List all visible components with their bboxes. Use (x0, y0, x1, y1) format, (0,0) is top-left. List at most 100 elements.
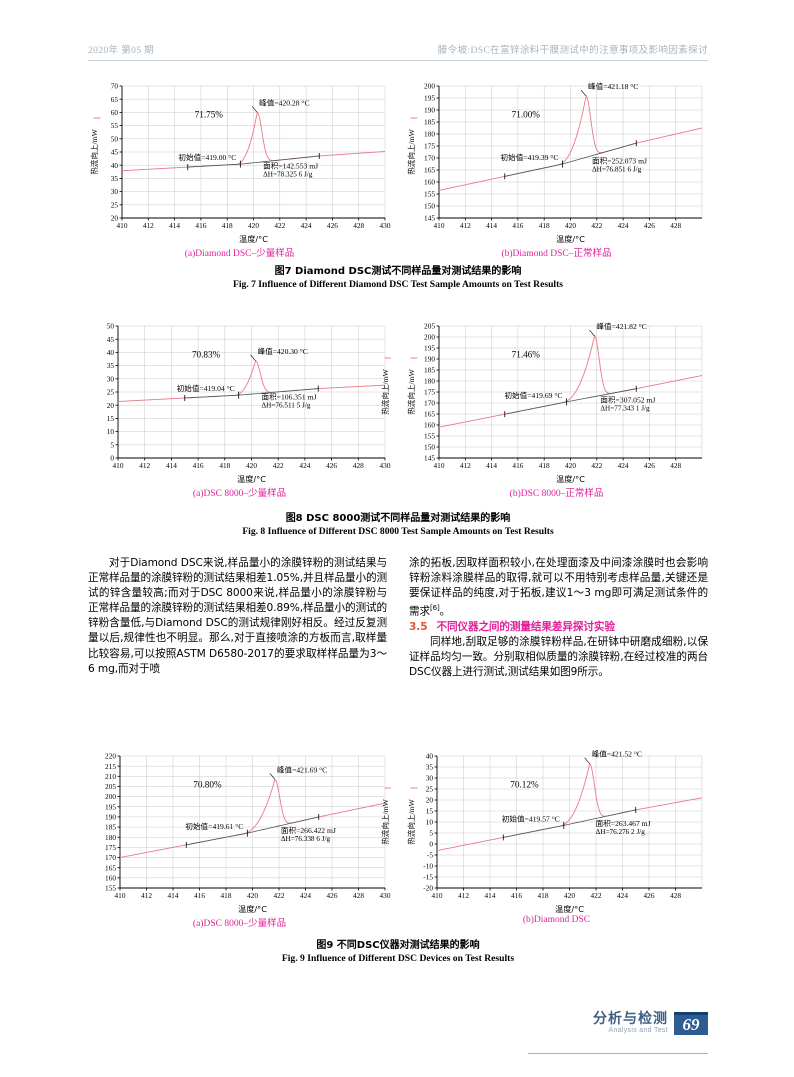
figure-8b-cell: 410 412 414 416 418 420 422 424 426 428 145 150 155 1… (405, 316, 708, 499)
svg-text:430: 430 (380, 891, 391, 900)
svg-text:40: 40 (426, 752, 434, 761)
running-head-right: 滕令坡:DSC在富锌涂料干膜测试中的注意事项及影响因素探讨 (437, 46, 708, 56)
svg-text:面积=263.467 mJ: 面积=263.467 mJ (596, 818, 651, 828)
svg-text:428: 428 (353, 891, 364, 900)
svg-text:25: 25 (426, 785, 434, 794)
svg-text:414: 414 (486, 221, 497, 230)
svg-text:185: 185 (424, 366, 435, 375)
svg-text:422: 422 (274, 221, 285, 230)
figure-9a-cell: 410 412 414 416 418 420 422 424 426 428 430 155 160 1… (88, 746, 391, 929)
figure-7b-subcaption: (b)Diamond DSC–正常样品 (501, 249, 612, 259)
svg-text:ΔH=76.338 6 J/g: ΔH=76.338 6 J/g (281, 835, 331, 843)
svg-text:205: 205 (424, 322, 435, 331)
svg-text:170: 170 (424, 399, 435, 408)
chart-fig7b: 410 412 414 416 418 420 422 424 426 428 145 150 155 1… (405, 76, 708, 244)
svg-text:420: 420 (565, 461, 576, 470)
svg-text:422: 422 (273, 461, 284, 470)
chart-fig8b: 410 412 414 416 418 420 422 424 426 428 145 150 155 1… (405, 316, 708, 484)
paragraph-right-1: 涂的拓板,因取样面积较小,在处理面漆及中间漆涂膜时也会影响锌粉涂料涂膜样品的取得… (409, 556, 708, 620)
figure-7a-subcaption: (a)Diamond DSC–少量样品 (184, 249, 295, 259)
section-title: 不同仪器之间的测量结果差异探讨实验 (436, 620, 615, 633)
svg-text:165: 165 (105, 863, 116, 872)
svg-text:165: 165 (424, 410, 435, 419)
figure-8a-cell: 410 412 414 416 418 420 422 424 426 428 430 0 5 10 15 2… (88, 316, 391, 499)
figure-8b-subcaption: (b)DSC 8000–正常样品 (509, 489, 604, 499)
svg-text:220: 220 (105, 752, 116, 761)
figure-7b-cell: 410 412 414 416 418 420 422 424 426 428 145 150 155 1… (405, 76, 708, 259)
svg-text:424: 424 (618, 461, 629, 470)
figure-9b-cell: 410 412 414 416 418 420 422 424 426 428 -20 -15 -10 -… (405, 746, 708, 929)
svg-text:412: 412 (141, 891, 152, 900)
svg-text:10: 10 (107, 427, 115, 436)
svg-text:155: 155 (424, 432, 435, 441)
paragraph-right-2: 同样地,刮取足够的涂膜锌粉样品,在研钵中研磨成细粉,以保证样品均匀一致。分别取相… (409, 636, 708, 679)
svg-text:410: 410 (434, 221, 445, 230)
svg-text:422: 422 (591, 221, 602, 230)
svg-text:热流向上/mW: 热流向上/mW (406, 128, 416, 174)
svg-text:412: 412 (143, 221, 154, 230)
svg-text:416: 416 (512, 461, 523, 470)
svg-text:温度/°C: 温度/°C (556, 234, 585, 244)
svg-text:160: 160 (105, 873, 116, 882)
svg-text:ΔH=76.851 6 J/g: ΔH=76.851 6 J/g (592, 165, 642, 173)
figure-9-caption-en: Fig. 9 Influence of Different DSC Device… (281, 953, 515, 964)
svg-text:426: 426 (644, 891, 655, 900)
footer-divider (528, 1053, 708, 1054)
svg-text:426: 426 (644, 221, 655, 230)
running-head-left: 2020年 第05 期 (88, 46, 155, 56)
svg-text:418: 418 (221, 891, 232, 900)
svg-text:温度/°C: 温度/°C (556, 474, 585, 484)
svg-text:50: 50 (111, 134, 119, 143)
svg-text:15: 15 (107, 414, 115, 423)
svg-text:170: 170 (105, 853, 116, 862)
svg-text:面积=266.422 mJ: 面积=266.422 mJ (281, 825, 336, 835)
svg-text:面积=142.553 mJ: 面积=142.553 mJ (263, 160, 318, 170)
svg-text:426: 426 (327, 891, 338, 900)
svg-text:410: 410 (113, 461, 124, 470)
svg-text:热流向上/mW: 热流向上/mW (380, 368, 390, 414)
svg-text:414: 414 (169, 221, 180, 230)
svg-text:峰值=421.52 °C: 峰值=421.52 °C (592, 749, 642, 759)
chart-fig9a: 410 412 414 416 418 420 422 424 426 428 430 155 160 1… (88, 746, 391, 914)
section-number: 3.5 (409, 620, 428, 633)
svg-text:424: 424 (299, 461, 310, 470)
svg-text:20: 20 (111, 214, 119, 223)
section-heading-3-5: 3.5 不同仪器之间的测量结果差异探讨实验 (409, 620, 708, 635)
svg-text:430: 430 (380, 461, 391, 470)
svg-text:0: 0 (110, 454, 114, 463)
svg-text:412: 412 (460, 221, 471, 230)
svg-text:170: 170 (424, 154, 435, 163)
chart-fig8a: 410 412 414 416 418 420 422 424 426 428 430 0 5 10 15 2… (88, 316, 391, 484)
svg-text:60: 60 (111, 108, 119, 117)
svg-text:414: 414 (166, 461, 177, 470)
svg-text:165: 165 (424, 166, 435, 175)
svg-text:面积=307.052 mJ: 面积=307.052 mJ (600, 395, 655, 405)
svg-text:ΔH=76.511 5 J/g: ΔH=76.511 5 J/g (262, 402, 311, 410)
svg-text:414: 414 (168, 891, 179, 900)
page-footer: 分析与检测 Analysis and Test 69 (0, 1012, 794, 1058)
svg-text:215: 215 (105, 762, 116, 771)
svg-text:35: 35 (111, 174, 119, 183)
svg-text:420: 420 (565, 221, 576, 230)
svg-text:418: 418 (539, 461, 550, 470)
svg-text:428: 428 (353, 461, 364, 470)
svg-text:190: 190 (424, 106, 435, 115)
svg-text:420: 420 (246, 461, 257, 470)
svg-text:5: 5 (110, 440, 114, 449)
svg-text:428: 428 (670, 221, 681, 230)
svg-text:195: 195 (105, 802, 116, 811)
svg-text:410: 410 (115, 891, 126, 900)
svg-text:71.46%: 71.46% (512, 350, 541, 360)
svg-text:初始值=419.00 °C: 初始值=419.00 °C (178, 152, 236, 162)
svg-text:5: 5 (429, 829, 433, 838)
svg-text:424: 424 (618, 221, 629, 230)
svg-text:410: 410 (432, 891, 443, 900)
svg-text:ΔH=76.276 2 J/g: ΔH=76.276 2 J/g (596, 828, 646, 836)
chart-fig7a: 410 412 414 416 418 420 422 424 426 428 430 20 25 30 3… (88, 76, 391, 244)
svg-text:150: 150 (424, 443, 435, 452)
svg-text:180: 180 (105, 833, 116, 842)
svg-text:416: 416 (511, 891, 522, 900)
svg-text:0: 0 (429, 840, 433, 849)
svg-text:-15: -15 (423, 873, 433, 882)
svg-text:424: 424 (617, 891, 628, 900)
